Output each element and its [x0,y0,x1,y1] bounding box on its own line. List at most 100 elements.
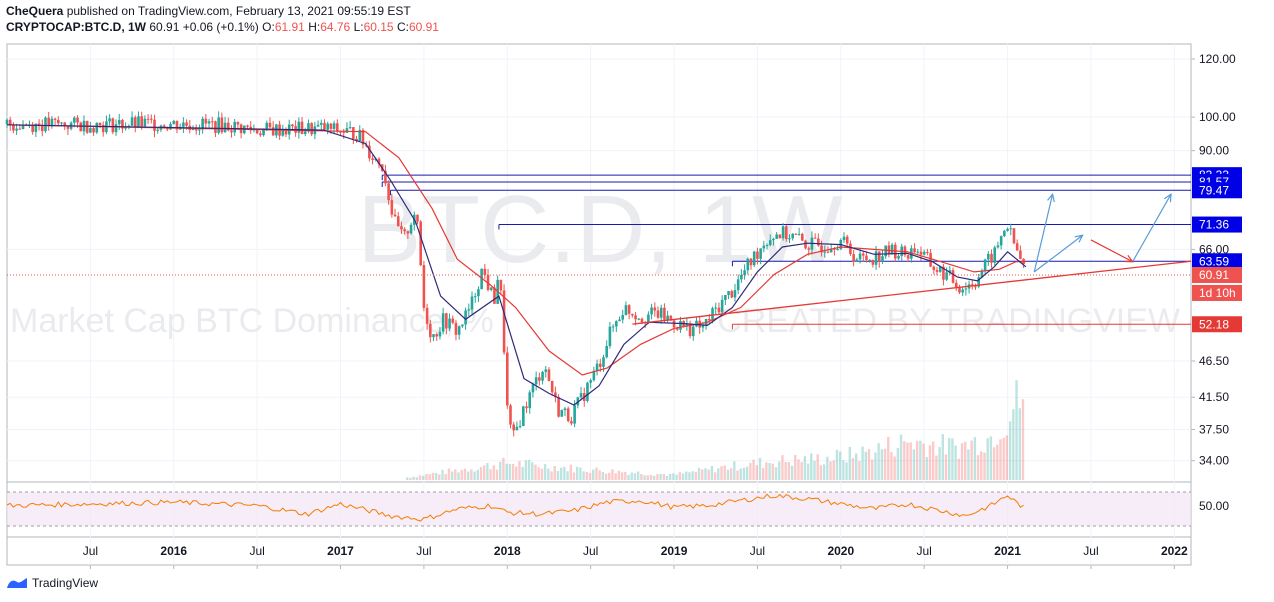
candle[interactable] [656,306,660,320]
candle[interactable] [28,120,31,128]
candle[interactable] [740,269,743,283]
candle[interactable] [1009,223,1013,236]
candle[interactable] [150,114,153,124]
candle[interactable] [182,117,185,133]
candle[interactable] [101,121,105,137]
candle[interactable] [993,245,997,266]
candle[interactable] [108,114,111,126]
candle[interactable] [432,333,435,342]
candle[interactable] [794,233,798,236]
candle[interactable] [935,266,939,276]
candle[interactable] [534,371,538,391]
candle[interactable] [804,239,807,250]
candle[interactable] [310,122,313,137]
candle[interactable] [890,242,894,255]
candle[interactable] [967,280,971,294]
candle[interactable] [207,118,211,130]
candle[interactable] [525,401,528,413]
candle[interactable] [178,123,182,130]
candle[interactable] [688,320,692,339]
candle[interactable] [964,282,968,296]
candle[interactable] [137,111,140,129]
candle[interactable] [143,115,147,129]
candle[interactable] [762,240,766,253]
candle[interactable] [990,249,993,268]
candle[interactable] [50,116,54,129]
candle[interactable] [281,124,285,137]
candle[interactable] [858,249,862,264]
candle[interactable] [105,115,108,135]
candle[interactable] [579,386,583,401]
candle[interactable] [637,318,641,321]
candle[interactable] [57,116,60,126]
candle[interactable] [695,317,698,328]
candle[interactable] [775,232,778,239]
candle[interactable] [554,386,557,403]
candle[interactable] [784,224,788,242]
candle[interactable] [544,365,548,378]
candle[interactable] [881,250,884,264]
candle[interactable] [220,112,224,134]
candle[interactable] [198,124,201,136]
candle[interactable] [499,279,503,295]
candle[interactable] [284,127,288,138]
candle[interactable] [566,406,570,423]
candle[interactable] [66,126,70,136]
candle[interactable] [1003,229,1006,238]
candle[interactable] [736,274,740,295]
candle[interactable] [772,237,775,246]
candle[interactable] [679,316,682,333]
candle[interactable] [438,327,442,340]
candle[interactable] [919,246,923,261]
author-name[interactable]: CheQuera [6,4,64,18]
candle[interactable] [756,247,759,265]
candle[interactable] [621,309,625,324]
candle[interactable] [595,359,599,376]
candle[interactable] [316,120,320,128]
candle[interactable] [823,245,827,258]
candle[interactable] [12,122,15,134]
candle[interactable] [586,381,589,403]
candle[interactable] [531,382,535,398]
candle[interactable] [297,117,301,139]
candle[interactable] [926,248,929,256]
candle[interactable] [1019,245,1022,260]
candle[interactable] [961,287,964,297]
candle[interactable] [114,119,118,136]
candle[interactable] [368,140,371,162]
projection-arrow[interactable] [1033,192,1055,273]
candle[interactable] [95,122,99,135]
candle[interactable] [153,114,156,138]
candle[interactable] [615,320,618,333]
candle[interactable] [133,115,137,133]
candle[interactable] [550,380,554,397]
candle[interactable] [419,220,422,267]
candle[interactable] [717,302,721,315]
candle[interactable] [954,279,958,291]
candle[interactable] [714,302,718,315]
candle[interactable] [666,310,669,323]
candle[interactable] [82,115,86,136]
candle[interactable] [522,405,525,427]
candle[interactable] [518,420,522,429]
candle[interactable] [44,116,47,134]
candle[interactable] [53,117,57,126]
candle[interactable] [608,321,612,349]
candle[interactable] [538,372,541,386]
candle[interactable] [194,124,198,135]
candle[interactable] [175,120,179,134]
candle[interactable] [752,250,756,268]
candle[interactable] [570,416,573,426]
candle[interactable] [416,214,419,225]
candle[interactable] [541,370,544,385]
candle[interactable] [457,325,461,340]
candle[interactable] [461,324,464,328]
candle[interactable] [230,125,233,138]
candle[interactable] [130,111,134,126]
candle[interactable] [845,234,849,246]
candle[interactable] [791,233,794,241]
symbol-label[interactable]: CRYPTOCAP:BTC.D, 1W [6,20,147,34]
candle[interactable] [505,346,509,409]
horizontal-levels[interactable] [381,174,1191,330]
